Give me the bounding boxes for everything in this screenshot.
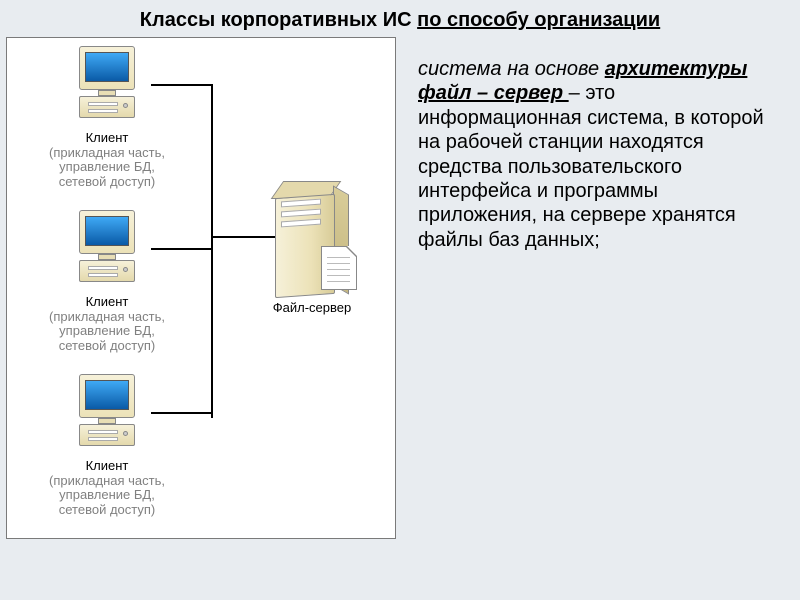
definition-lead: система на основе [418,58,605,80]
client-node: Клиент(прикладная часть,управление БД,се… [17,210,197,353]
server-node: Файл-сервер [267,176,357,315]
file-server-icon [267,176,357,296]
slide-content: Клиент(прикладная часть,управление БД,се… [0,37,800,573]
client-label: Клиент [17,295,197,310]
slide-title: Классы корпоративных ИС по способу орган… [0,0,800,37]
client-computer-icon [74,46,140,124]
client-computer-icon [74,210,140,288]
definition-rest: – это информационная система, в которой … [418,82,764,250]
diagram-panel: Клиент(прикладная часть,управление БД,се… [6,37,396,539]
network-wire [211,236,275,238]
network-wire [151,412,211,414]
server-label: Файл-сервер [267,300,357,315]
network-wire [151,248,211,250]
client-sublabel: (прикладная часть, [17,146,197,160]
client-label: Клиент [17,459,197,474]
client-sublabel: управление БД, [17,488,197,502]
client-sublabel: сетевой доступ) [17,339,197,353]
client-sublabel: управление БД, [17,160,197,174]
network-wire [211,84,213,418]
client-sublabel: (прикладная часть, [17,474,197,488]
network-wire [151,84,211,86]
client-sublabel: сетевой доступ) [17,175,197,189]
client-sublabel: управление БД, [17,324,197,338]
client-node: Клиент(прикладная часть,управление БД,се… [17,374,197,517]
title-plain: Классы корпоративных ИС [140,9,417,31]
client-label: Клиент [17,131,197,146]
client-sublabel: (прикладная часть, [17,310,197,324]
title-underlined: по способу организации [417,9,660,31]
client-sublabel: сетевой доступ) [17,503,197,517]
definition-text: система на основе архитектуры файл – сер… [396,37,800,573]
client-computer-icon [74,374,140,452]
client-node: Клиент(прикладная часть,управление БД,се… [17,46,197,189]
